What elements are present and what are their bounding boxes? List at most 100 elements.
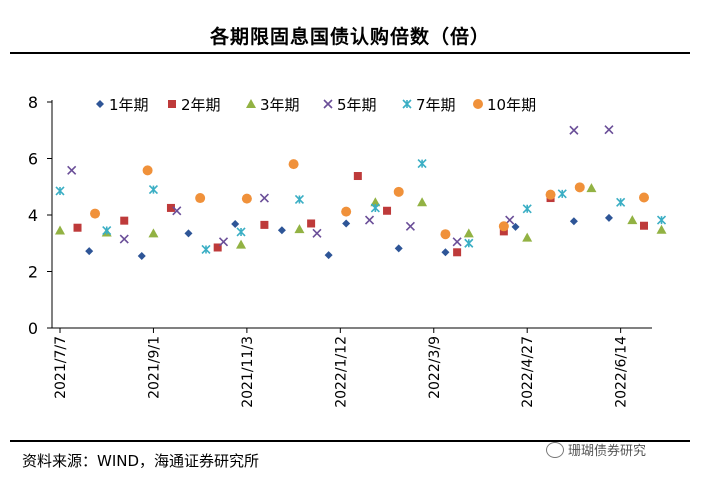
data-point-series-5 bbox=[201, 244, 211, 255]
data-point-series-3 bbox=[370, 197, 381, 207]
y-tick-label: 8 bbox=[28, 93, 38, 112]
data-point-series-2 bbox=[260, 220, 269, 229]
x-tick-label: 2022/6/14 bbox=[614, 336, 630, 408]
data-point-series-6 bbox=[393, 186, 404, 197]
data-point-series-4 bbox=[119, 234, 129, 244]
data-point-series-3 bbox=[586, 183, 597, 193]
legend-marker bbox=[473, 99, 483, 109]
data-point-series-5 bbox=[557, 189, 567, 199]
data-point-series-5 bbox=[464, 238, 474, 248]
legend-marker bbox=[168, 100, 176, 108]
data-point-series-5 bbox=[370, 203, 380, 213]
legend-marker bbox=[246, 99, 256, 108]
y-tick-label: 6 bbox=[28, 150, 38, 169]
data-point-series-6 bbox=[545, 189, 556, 200]
data-point-series-5 bbox=[656, 215, 667, 225]
x-tick-label: 2022/4/27 bbox=[520, 336, 536, 408]
data-point-series-4 bbox=[569, 125, 579, 135]
data-point-series-3 bbox=[463, 228, 474, 238]
data-point-series-3 bbox=[55, 225, 65, 235]
data-point-series-2 bbox=[73, 223, 82, 232]
data-point-series-5 bbox=[294, 194, 305, 205]
data-point-series-1 bbox=[324, 251, 333, 260]
data-point-series-1 bbox=[394, 244, 403, 253]
data-point-series-3 bbox=[148, 228, 159, 238]
data-point-series-1 bbox=[277, 226, 286, 235]
data-point-series-6 bbox=[288, 159, 299, 170]
legend-label: 5年期 bbox=[337, 96, 377, 114]
data-point-series-3 bbox=[236, 239, 247, 249]
data-point-series-6 bbox=[341, 206, 352, 217]
y-tick-label: 0 bbox=[28, 319, 38, 338]
data-point-series-6 bbox=[90, 208, 101, 219]
data-point-series-4 bbox=[452, 237, 462, 247]
data-point-series-6 bbox=[498, 221, 509, 232]
data-point-series-4 bbox=[604, 125, 614, 135]
data-point-series-6 bbox=[241, 193, 252, 204]
data-point-series-5 bbox=[102, 225, 112, 236]
data-point-series-4 bbox=[67, 165, 77, 175]
data-point-series-4 bbox=[405, 221, 415, 231]
data-point-series-2 bbox=[213, 243, 222, 252]
x-tick-label: 2021/7/7 bbox=[53, 336, 69, 399]
data-point-series-2 bbox=[307, 219, 316, 228]
source-note: 资料来源：WIND，海通证券研究所 bbox=[22, 452, 260, 470]
data-point-series-6 bbox=[195, 193, 206, 204]
source-rule bbox=[10, 440, 690, 442]
legend-label: 7年期 bbox=[416, 96, 456, 114]
data-point-series-3 bbox=[417, 197, 428, 207]
data-point-series-5 bbox=[616, 197, 626, 207]
data-point-series-3 bbox=[656, 224, 667, 234]
data-point-series-6 bbox=[440, 229, 451, 240]
watermark-text: 珊瑚债券研究 bbox=[568, 444, 647, 459]
x-tick-label: 2022/3/9 bbox=[427, 336, 443, 399]
title-underline bbox=[10, 52, 690, 54]
data-point-series-5 bbox=[236, 227, 246, 237]
x-tick-label: 2021/9/1 bbox=[146, 336, 162, 399]
legend-marker bbox=[323, 99, 333, 109]
data-point-series-1 bbox=[231, 220, 240, 229]
data-point-series-4 bbox=[172, 206, 182, 216]
data-point-series-2 bbox=[353, 172, 362, 181]
chart-title: 各期限固息国债认购倍数（倍） bbox=[209, 26, 490, 48]
data-point-series-5 bbox=[55, 186, 65, 196]
data-point-series-2 bbox=[166, 203, 175, 212]
data-point-series-1 bbox=[85, 247, 94, 256]
watermark: 珊瑚债券研究 bbox=[546, 440, 646, 459]
data-point-series-2 bbox=[383, 206, 392, 215]
data-point-series-2 bbox=[640, 221, 648, 230]
legend-label: 3年期 bbox=[260, 96, 300, 114]
data-point-series-1 bbox=[604, 213, 613, 222]
data-point-series-4 bbox=[312, 228, 322, 238]
data-point-series-1 bbox=[184, 229, 193, 238]
legend-marker bbox=[402, 99, 412, 109]
y-tick-label: 2 bbox=[28, 263, 38, 282]
legend-label: 1年期 bbox=[109, 96, 149, 114]
legend-label: 2年期 bbox=[181, 96, 221, 114]
data-point-series-5 bbox=[148, 185, 159, 195]
data-point-series-3 bbox=[627, 215, 638, 225]
x-tick-label: 2022/1/12 bbox=[333, 336, 349, 408]
data-point-series-1 bbox=[137, 251, 146, 260]
data-point-series-6 bbox=[639, 192, 649, 203]
data-point-series-2 bbox=[453, 248, 462, 257]
data-point-series-5 bbox=[522, 204, 532, 214]
data-point-series-4 bbox=[364, 215, 375, 225]
data-point-series-2 bbox=[499, 227, 508, 236]
data-point-series-5 bbox=[417, 159, 427, 169]
data-point-series-2 bbox=[120, 216, 129, 225]
data-point-series-4 bbox=[218, 237, 229, 247]
data-point-series-1 bbox=[342, 219, 351, 228]
data-point-series-4 bbox=[259, 193, 269, 203]
y-tick-label: 4 bbox=[28, 206, 38, 225]
chart-area: 0 2 4 6 8 2021/7/7 2021/9/1 2021/11/3 2022/1/12 2… bbox=[28, 93, 667, 408]
data-point-series-1 bbox=[441, 248, 450, 257]
data-point-series-3 bbox=[294, 224, 305, 234]
data-point-series-1 bbox=[569, 217, 578, 226]
data-point-series-3 bbox=[522, 232, 533, 242]
data-point-series-6 bbox=[574, 182, 585, 193]
x-tick-label: 2021/11/3 bbox=[240, 336, 256, 408]
legend-marker bbox=[96, 100, 104, 108]
data-point-series-1 bbox=[511, 222, 520, 231]
legend-label: 10年期 bbox=[487, 96, 536, 114]
